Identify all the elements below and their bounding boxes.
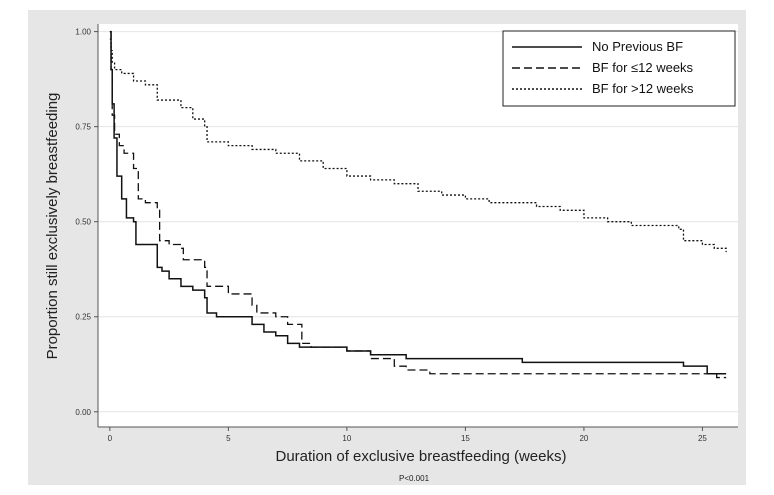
axes: 0.00 0.25 0.50 0.75 1.00 0 5 10 15 20 25	[75, 24, 738, 443]
x-tick-label: 20	[579, 434, 588, 443]
y-axis-title: Proportion still exclusively breastfeedi…	[44, 93, 61, 360]
legend-label-3: BF for >12 weeks	[592, 81, 694, 96]
legend-label-1: No Previous BF	[592, 39, 683, 54]
series-line-2	[109, 30, 727, 379]
legend-items: No Previous BF BF for ≤12 weeks BF for >12…	[512, 39, 694, 96]
series-line-3	[109, 38, 727, 253]
y-tick-label: 0.50	[75, 218, 91, 227]
x-axis-title: Duration of exclusive breastfeeding (wee…	[276, 448, 567, 465]
legend-label-2: BF for ≤12 weeks	[592, 60, 694, 75]
p-value-note: P<0.001	[399, 474, 430, 483]
y-tick-label: 0.00	[75, 408, 91, 417]
series-line-1	[109, 30, 727, 375]
y-tick-label: 0.75	[75, 123, 91, 132]
x-tick-label: 15	[461, 434, 470, 443]
data-series	[109, 30, 727, 379]
legend: No Previous BF BF for ≤12 weeks BF for >12…	[502, 30, 736, 107]
x-tick-label: 5	[226, 434, 231, 443]
x-tick-label: 25	[698, 434, 707, 443]
y-tick-label: 0.25	[75, 313, 91, 322]
x-tick-label: 10	[342, 434, 351, 443]
y-tick-label: 1.00	[75, 28, 91, 37]
x-tick-label: 0	[108, 434, 113, 443]
